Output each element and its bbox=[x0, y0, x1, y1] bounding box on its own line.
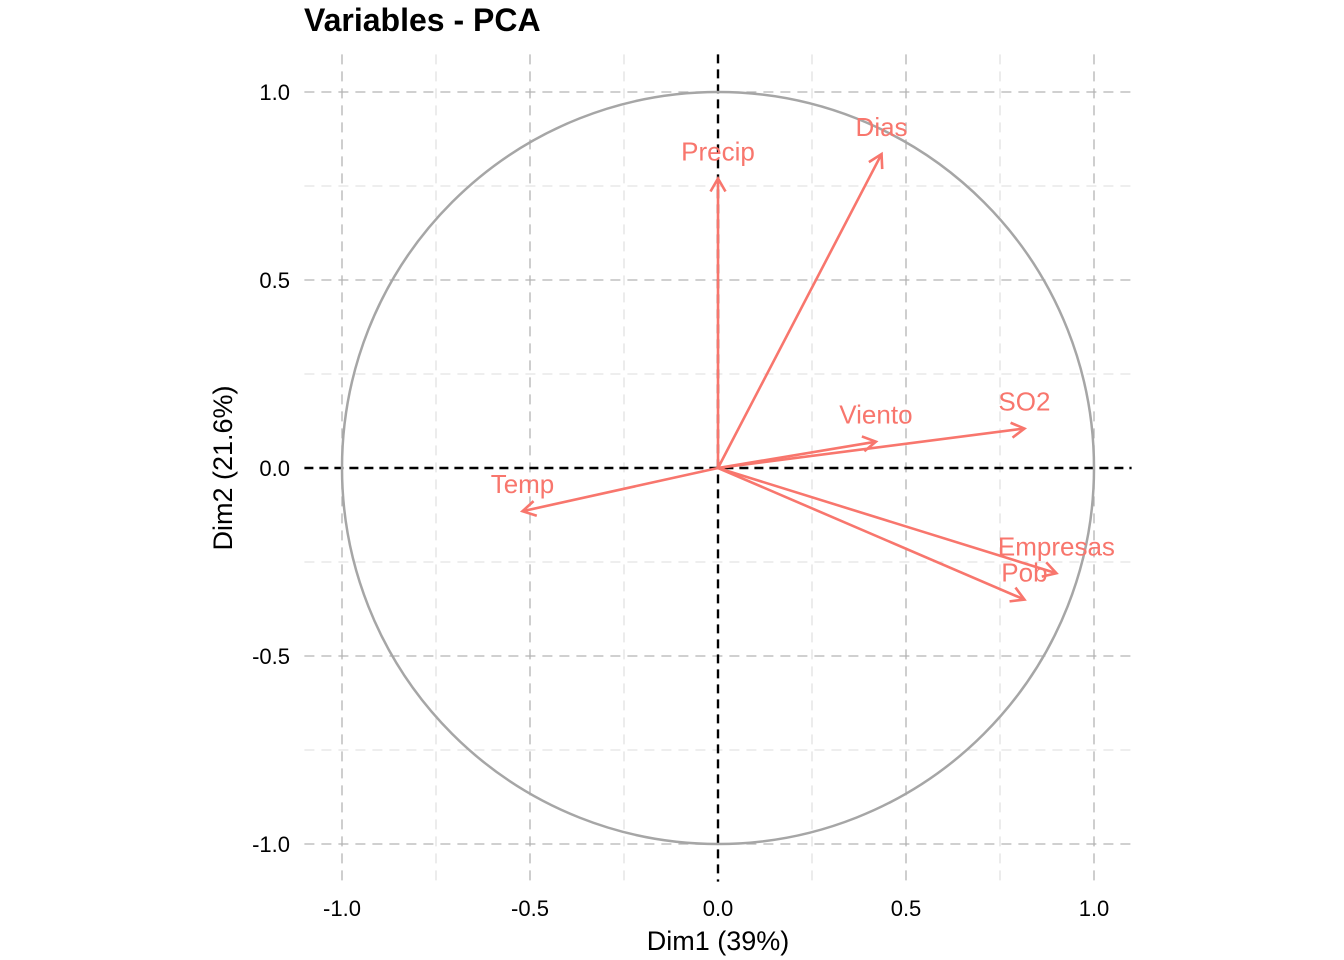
variable-label-temp: Temp bbox=[491, 469, 555, 499]
x-tick-label: -0.5 bbox=[511, 896, 549, 921]
arrowhead-pob bbox=[1009, 586, 1027, 603]
x-axis-title: Dim1 (39%) bbox=[647, 926, 790, 956]
variable-label-dias: Dias bbox=[856, 112, 908, 142]
variable-label-empresas: Empresas bbox=[998, 531, 1115, 561]
x-tick-label: -1.0 bbox=[323, 896, 361, 921]
variable-arrows bbox=[519, 151, 1059, 603]
chart-title: Variables - PCA bbox=[304, 2, 541, 38]
arrow-dias bbox=[716, 153, 883, 469]
x-tick-label: 0.5 bbox=[891, 896, 922, 921]
arrowhead-dias bbox=[868, 151, 884, 170]
y-tick-label: 0.0 bbox=[259, 456, 290, 481]
arrowhead-empresas bbox=[1041, 561, 1059, 578]
tick-labels: -1.0 -0.5 0.0 0.5 1.0 1.0 0.5 0.0 -0.5 -1.0 bbox=[252, 80, 1109, 921]
x-tick-label: 0.0 bbox=[703, 896, 734, 921]
arrow-pob bbox=[717, 466, 1025, 601]
y-axis-title: Dim2 (21.6%) bbox=[208, 385, 238, 550]
variable-label-viento: Viento bbox=[839, 400, 912, 430]
variable-label-precip: Precip bbox=[681, 136, 755, 166]
y-tick-label: 1.0 bbox=[259, 80, 290, 105]
arrow-temp bbox=[522, 466, 719, 513]
arrowhead-so2 bbox=[1010, 421, 1028, 439]
y-tick-label: -0.5 bbox=[252, 644, 290, 669]
correlation-circle bbox=[340, 90, 1096, 846]
y-tick-label: 0.5 bbox=[259, 268, 290, 293]
arrow-empresas bbox=[717, 466, 1057, 575]
arrowhead-temp bbox=[519, 500, 538, 517]
variable-label-so2: SO2 bbox=[998, 387, 1050, 417]
arrowhead-precip bbox=[709, 175, 727, 193]
y-tick-label: -1.0 bbox=[252, 832, 290, 857]
unit-circle bbox=[340, 90, 1096, 846]
x-tick-label: 1.0 bbox=[1079, 896, 1110, 921]
variable-label-pob: Pob bbox=[1001, 558, 1047, 588]
arrow-so2 bbox=[717, 427, 1025, 470]
